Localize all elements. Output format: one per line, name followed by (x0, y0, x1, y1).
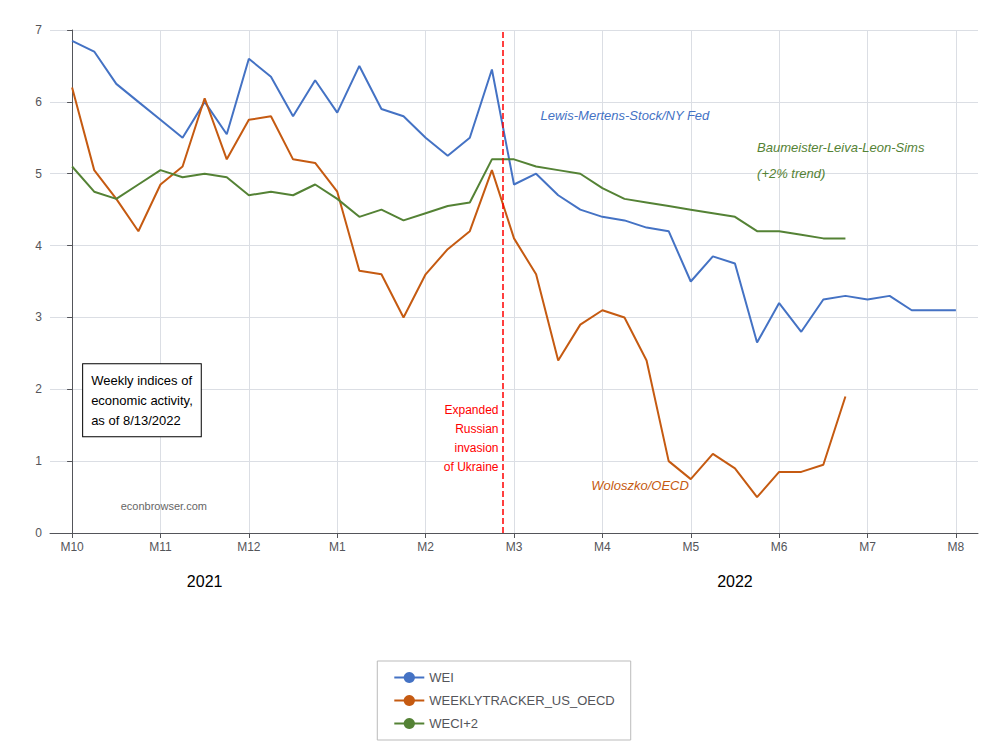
svg-text:M12: M12 (237, 540, 261, 554)
svg-text:M1: M1 (329, 540, 346, 554)
svg-text:Baumeister-Leiva-Leon-Sims: Baumeister-Leiva-Leon-Sims (757, 140, 925, 155)
svg-text:M11: M11 (149, 540, 172, 554)
svg-text:6: 6 (35, 95, 42, 109)
svg-text:M3: M3 (506, 540, 523, 554)
svg-text:3: 3 (35, 310, 42, 324)
svg-text:M6: M6 (771, 540, 788, 554)
svg-text:Weekly indices of: Weekly indices of (91, 373, 192, 388)
svg-text:1: 1 (35, 454, 42, 468)
svg-text:2021: 2021 (187, 573, 223, 590)
svg-text:Woloszko/OECD: Woloszko/OECD (591, 478, 689, 493)
svg-text:econbrowser.com: econbrowser.com (121, 500, 207, 512)
svg-text:economic activity,: economic activity, (91, 393, 193, 408)
svg-text:2: 2 (35, 382, 42, 396)
svg-text:M8: M8 (948, 540, 965, 554)
svg-text:as of 8/13/2022: as of 8/13/2022 (91, 413, 181, 428)
svg-text:4: 4 (35, 239, 42, 253)
svg-text:(+2% trend): (+2% trend) (757, 166, 825, 181)
svg-text:2022: 2022 (717, 573, 753, 590)
svg-text:M4: M4 (594, 540, 611, 554)
svg-text:WECI+2: WECI+2 (429, 716, 478, 731)
svg-text:Expanded: Expanded (444, 403, 498, 417)
svg-text:M10: M10 (60, 540, 84, 554)
svg-text:invasion: invasion (455, 441, 499, 455)
svg-text:7: 7 (35, 23, 42, 37)
svg-text:Russian: Russian (455, 422, 498, 436)
svg-text:M5: M5 (682, 540, 699, 554)
svg-text:5: 5 (35, 167, 42, 181)
svg-text:Lewis-Mertens-Stock/NY Fed: Lewis-Mertens-Stock/NY Fed (541, 108, 711, 123)
svg-text:M2: M2 (417, 540, 434, 554)
svg-text:0: 0 (35, 526, 42, 540)
svg-text:of Ukraine: of Ukraine (444, 460, 499, 474)
svg-text:WEI: WEI (429, 670, 454, 685)
svg-text:M7: M7 (859, 540, 876, 554)
svg-text:WEEKLYTRACKER_US_OECD: WEEKLYTRACKER_US_OECD (429, 693, 614, 708)
